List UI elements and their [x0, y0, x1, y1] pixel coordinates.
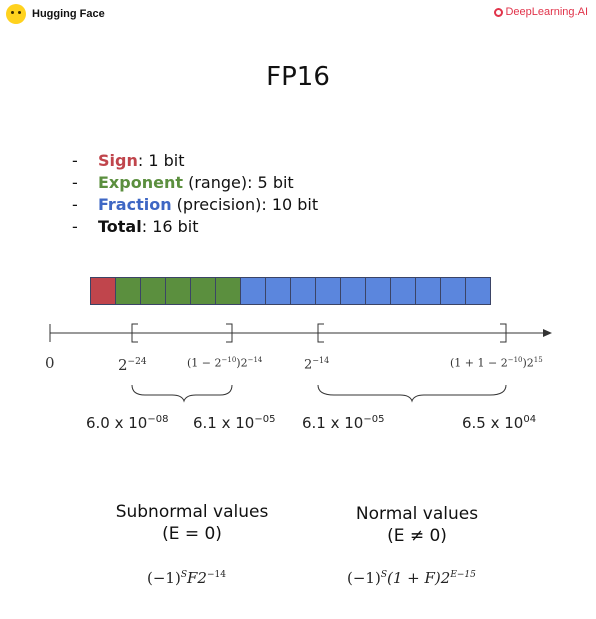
sign-desc: : 1 bit	[137, 151, 185, 170]
fraction-bit	[390, 277, 416, 305]
sign-term: Sign	[98, 151, 138, 170]
page-title: FP16	[266, 62, 330, 92]
number-line	[49, 323, 552, 403]
deeplearning-ai-icon	[494, 7, 504, 17]
list-item-exponent: - Exponent (range): 5 bit	[72, 173, 294, 192]
normal-right-bracket	[500, 323, 507, 343]
list-item-sign: - Sign: 1 bit	[72, 151, 185, 170]
normal-left-bracket	[317, 323, 324, 343]
deeplearning-ai-logo-text: DeepLearning.AI	[505, 6, 588, 18]
exponent-bit	[215, 277, 241, 305]
normal-brace	[317, 384, 507, 403]
exponent-bit	[165, 277, 191, 305]
normal-section: Normal values (E ≠ 0)	[317, 503, 517, 547]
fraction-bit	[315, 277, 341, 305]
exponent-bit	[140, 277, 166, 305]
subnormal-right-bracket	[226, 323, 233, 343]
exponent-desc: (range): 5 bit	[182, 173, 294, 192]
exponent-term: Exponent	[98, 173, 183, 192]
exponent-bit	[190, 277, 216, 305]
subnormal-formula: (−1)SF2−14	[147, 569, 226, 587]
fp16-bit-layout	[90, 277, 491, 305]
hugging-face-icon	[6, 4, 26, 24]
axis-arrowhead	[543, 329, 552, 337]
exponent-bit	[115, 277, 141, 305]
normal-formula: (−1)S(1 + F)2E−15	[347, 569, 476, 587]
axis-label-zero: 0	[45, 354, 55, 372]
value-normal-min: 6.1 x 10−05	[302, 414, 385, 432]
axis-label-subnormal-min: 2−24	[118, 356, 147, 374]
deeplearning-ai-logo: DeepLearning.AI	[494, 6, 588, 18]
normal-condition: (E ≠ 0)	[387, 526, 447, 546]
value-normal-max: 6.5 x 1004	[462, 414, 537, 432]
subnormal-brace	[131, 384, 233, 403]
list-item-fraction: - Fraction (precision): 10 bit	[72, 195, 319, 214]
fraction-bit	[240, 277, 266, 305]
fraction-bit	[340, 277, 366, 305]
total-term: Total	[98, 217, 142, 236]
bit-breakdown-list: - Sign: 1 bit - Exponent (range): 5 bit -F…	[72, 150, 318, 238]
axis-label-subnormal-max: (1 − 2−10)2−14	[187, 356, 263, 370]
axis-label-normal-min: 2−14	[304, 356, 330, 373]
value-subnormal-min: 6.0 x 10−08	[86, 414, 169, 432]
list-item-total: - Total: 16 bit	[72, 217, 199, 236]
fraction-bit	[415, 277, 441, 305]
normal-title: Normal values	[355, 504, 479, 524]
fraction-bit	[440, 277, 466, 305]
fraction-bit	[290, 277, 316, 305]
total-desc: : 16 bit	[141, 217, 199, 236]
subnormal-title: Subnormal values	[115, 502, 269, 522]
fraction-bit	[265, 277, 291, 305]
fraction-desc: (precision): 10 bit	[171, 195, 319, 214]
fraction-term: Fraction	[98, 195, 172, 214]
hugging-face-logo: Hugging Face	[6, 4, 105, 24]
subnormal-left-bracket	[131, 323, 138, 343]
axis-label-normal-max: (1 + 1 − 2−10)215	[450, 356, 543, 370]
fraction-bit	[465, 277, 491, 305]
sign-bit	[90, 277, 116, 305]
subnormal-condition: (E = 0)	[162, 524, 222, 544]
subnormal-section: Subnormal values (E = 0)	[92, 501, 292, 545]
fraction-bit	[365, 277, 391, 305]
hugging-face-logo-text: Hugging Face	[32, 8, 105, 20]
value-subnormal-max: 6.1 x 10−05	[193, 414, 276, 432]
